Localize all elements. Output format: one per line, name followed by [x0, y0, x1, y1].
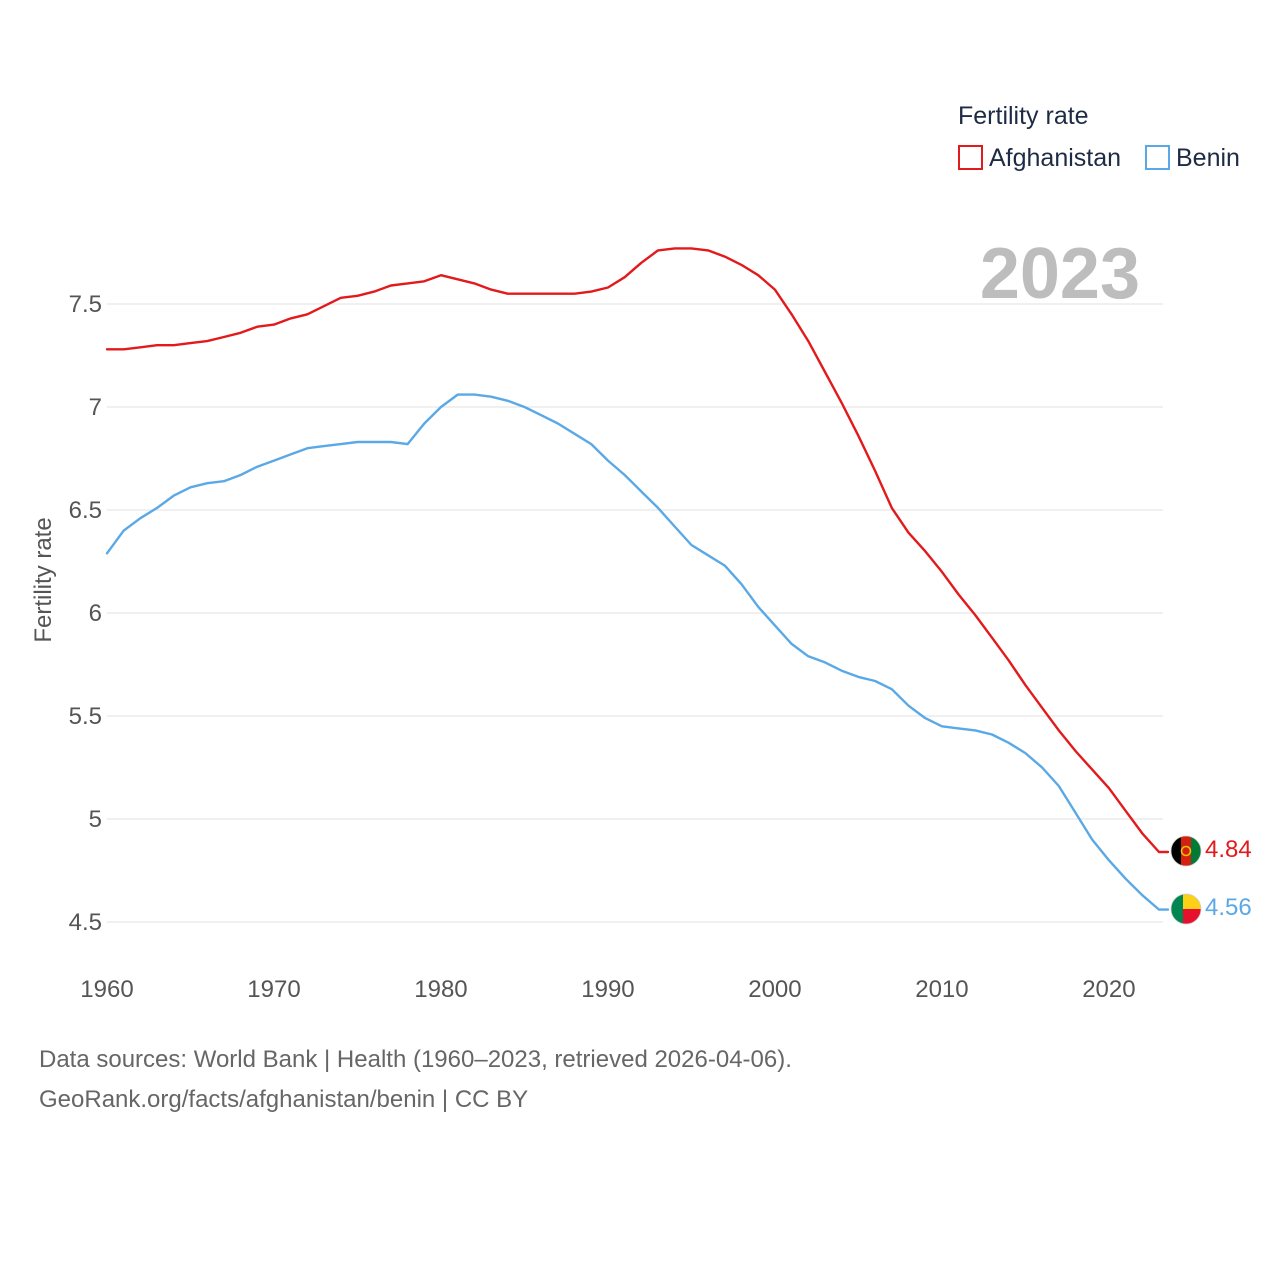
y-axis-label: Fertility rate — [30, 517, 57, 642]
y-tick-label: 6 — [89, 600, 102, 627]
end-value-benin: 4.56 — [1205, 894, 1252, 921]
y-tick-label: 7.5 — [69, 291, 102, 318]
legend-swatch-benin — [1145, 145, 1170, 170]
legend-swatch-afghanistan — [958, 145, 983, 170]
source-line-2[interactable]: GeoRank.org/facts/afghanistan/benin | CC… — [39, 1086, 529, 1113]
year-label: 2023 — [980, 234, 1140, 314]
afghanistan-flag-icon — [1171, 836, 1201, 866]
x-axis-ticks: 1960 1970 1980 1990 2000 2010 2020 — [80, 976, 1135, 1003]
x-tick-label: 2000 — [748, 976, 801, 1003]
x-tick-label: 1990 — [581, 976, 634, 1003]
source-line-1: Data sources: World Bank | Health (1960–… — [39, 1046, 792, 1073]
y-tick-label: 4.5 — [69, 909, 102, 936]
legend-title: Fertility rate — [958, 102, 1089, 130]
series-line-afghanistan[interactable] — [105, 247, 1170, 854]
legend-label-benin: Benin — [1176, 144, 1240, 172]
y-tick-label: 6.5 — [69, 497, 102, 524]
legend-item-afghanistan[interactable]: Afghanistan — [958, 144, 1121, 172]
legend-label-afghanistan: Afghanistan — [989, 144, 1121, 172]
x-tick-label: 1980 — [414, 976, 467, 1003]
x-tick-label: 1970 — [247, 976, 300, 1003]
y-tick-label: 5 — [89, 806, 102, 833]
x-tick-label: 1960 — [80, 976, 133, 1003]
gridlines — [107, 303, 1163, 923]
x-tick-label: 2020 — [1082, 976, 1135, 1003]
y-tick-label: 5.5 — [69, 703, 102, 730]
data-source-note: Data sources: World Bank | Health (1960–… — [39, 1040, 792, 1120]
series-lines — [105, 247, 1170, 911]
y-tick-label: 7 — [89, 394, 102, 421]
series-line-benin[interactable] — [105, 393, 1170, 911]
legend-item-benin[interactable]: Benin — [1145, 144, 1240, 172]
x-tick-label: 2010 — [915, 976, 968, 1003]
y-axis-ticks: 4.5 5 5.5 6 6.5 7 7.5 — [69, 291, 102, 936]
end-value-afghanistan: 4.84 — [1205, 836, 1252, 863]
